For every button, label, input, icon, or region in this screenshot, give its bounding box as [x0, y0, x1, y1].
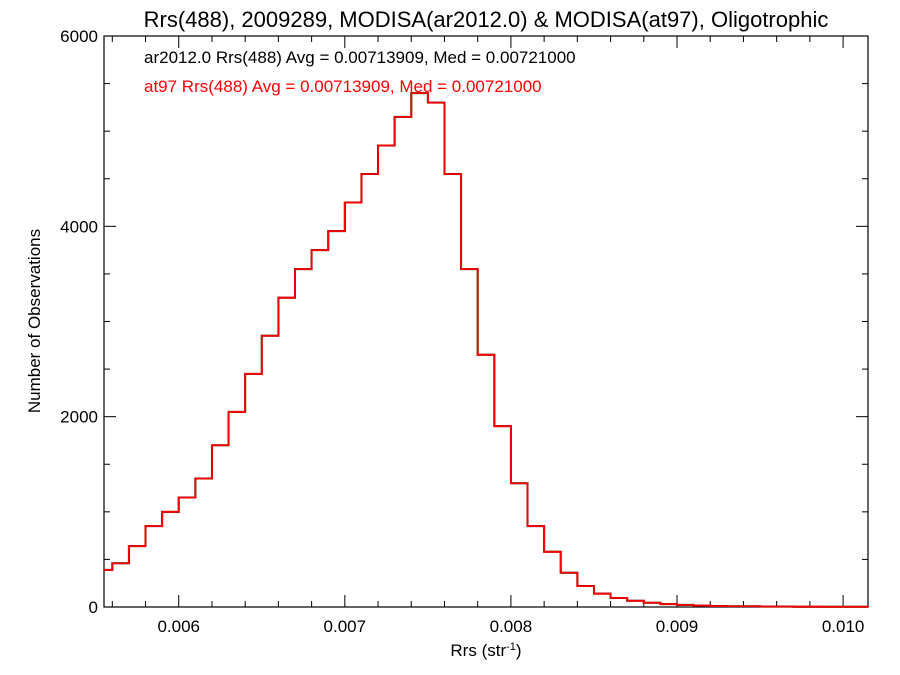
series-layer [104, 92, 869, 608]
y-axis-label: Number of Observations [25, 229, 44, 413]
x-tick-label: 0.010 [822, 617, 865, 636]
x-tick-label: 0.007 [324, 617, 367, 636]
y-tick-label: 0 [89, 598, 98, 617]
y-tick-label: 6000 [60, 27, 98, 46]
x-tick-label: 0.006 [157, 617, 200, 636]
x-axis-label-end: ) [516, 641, 522, 660]
x-tick-label: 0.009 [656, 617, 699, 636]
chart-title: Rrs(488), 2009289, MODISA(ar2012.0) & MO… [144, 7, 829, 32]
x-axis: 0.006 0.007 0.008 0.009 0.010 [111, 36, 865, 636]
annotation-ar2012: ar2012.0 Rrs(488) Avg = 0.00713909, Med … [144, 48, 576, 67]
y-tick-label: 4000 [60, 217, 98, 236]
y-axis: 0 2000 4000 6000 [60, 27, 868, 617]
x-axis-label-main: Rrs (str [450, 641, 506, 660]
annotation-at97: at97 Rrs(488) Avg = 0.00713909, Med = 0.… [144, 77, 542, 96]
x-tick-label: 0.008 [490, 617, 533, 636]
x-axis-label: Rrs (str-1) [450, 641, 521, 660]
series-line-1 [104, 92, 869, 608]
y-tick-label: 2000 [60, 408, 98, 427]
x-axis-label-sup: -1 [506, 641, 516, 653]
